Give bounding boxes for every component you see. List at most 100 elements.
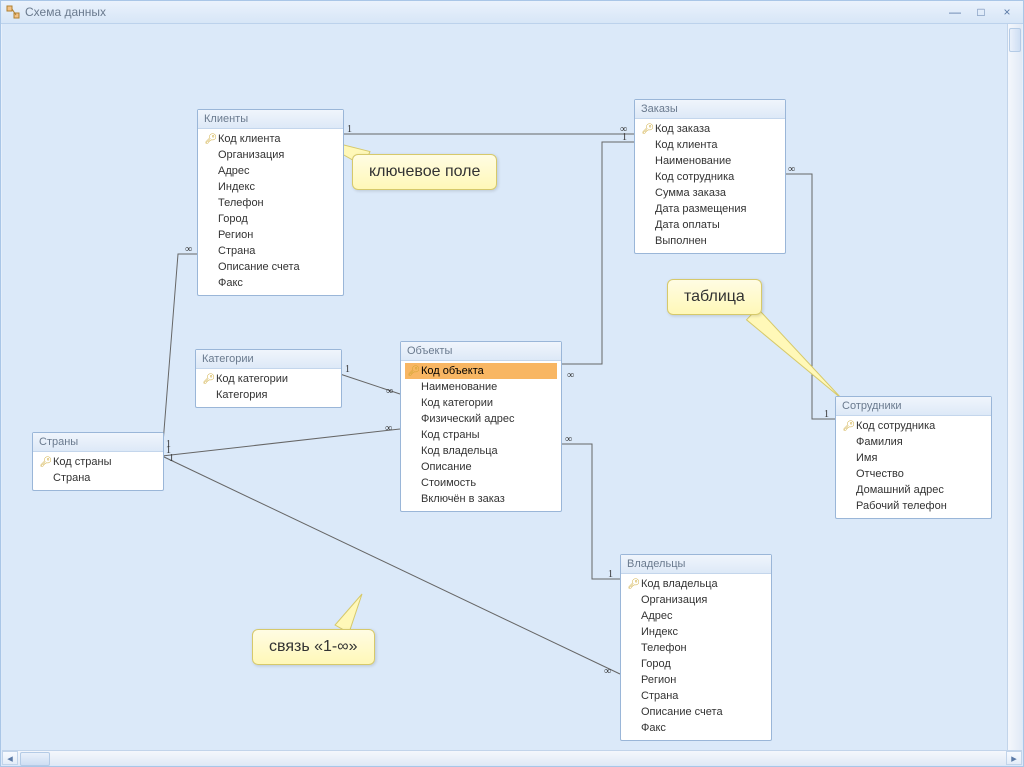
field-name: Описание [421, 461, 472, 473]
entity-field[interactable]: Отчество [840, 466, 987, 482]
field-name: Город [218, 213, 248, 225]
relationships-icon [5, 4, 21, 20]
entity-header[interactable]: Владельцы [621, 555, 771, 574]
entity-field[interactable]: Код категории [405, 395, 557, 411]
entity-objects[interactable]: Объекты 🔑︎Код объекта Наименование Код кате… [400, 341, 562, 512]
vertical-scrollbar[interactable] [1007, 24, 1022, 751]
entity-employees[interactable]: Сотрудники 🔑︎Код сотрудникаФамилия Имя Отче… [835, 396, 992, 519]
svg-text:1: 1 [169, 453, 174, 464]
entity-field-list: 🔑︎Код владельцаОрганизацияАдресИндексТел… [621, 574, 771, 740]
field-name: Сумма заказа [655, 187, 726, 199]
entity-field[interactable]: Дата оплаты [639, 217, 781, 233]
entity-field[interactable]: Выполнен [639, 233, 781, 249]
entity-categories[interactable]: Категории 🔑︎Код категорииКатегория [195, 349, 342, 408]
entity-field[interactable]: Код страны [405, 427, 557, 443]
entity-header[interactable]: Страны [33, 433, 163, 452]
entity-field[interactable]: Имя [840, 450, 987, 466]
horizontal-scrollbar[interactable]: ◂ ▸ [2, 750, 1022, 765]
entity-field[interactable]: Наименование [405, 379, 557, 395]
field-name: Адрес [218, 165, 250, 177]
entity-field[interactable]: Организация [202, 147, 339, 163]
hscroll-left-arrow[interactable]: ◂ [2, 751, 18, 765]
entity-field[interactable]: 🔑︎Код клиента [202, 131, 339, 147]
field-name: Страна [53, 472, 90, 484]
entity-field[interactable]: Страна [202, 243, 339, 259]
entity-field[interactable]: Страна [37, 470, 159, 486]
field-name: Код клиента [218, 133, 280, 145]
primary-key-icon: 🔑︎ [202, 374, 216, 385]
entity-header[interactable]: Категории [196, 350, 341, 369]
entity-header[interactable]: Объекты [401, 342, 561, 361]
entity-field[interactable]: Индекс [202, 179, 339, 195]
svg-text:∞: ∞ [620, 124, 627, 135]
entity-countries[interactable]: Страны 🔑︎Код страны Страна [32, 432, 164, 491]
entity-clients[interactable]: Клиенты🔑︎Код клиентаОрганизацияАдресИнде… [197, 109, 344, 296]
entity-field[interactable]: Физический адрес [405, 411, 557, 427]
minimize-button[interactable]: — [943, 4, 967, 20]
primary-key-icon: 🔑︎ [204, 134, 218, 145]
entity-field[interactable]: 🔑︎Код заказа [639, 121, 781, 137]
hscroll-right-arrow[interactable]: ▸ [1006, 751, 1022, 765]
entity-field[interactable]: Наименование [639, 153, 781, 169]
entity-field[interactable]: Дата размещения [639, 201, 781, 217]
entity-field[interactable]: Факс [202, 275, 339, 291]
entity-field[interactable]: Телефон [202, 195, 339, 211]
entity-field[interactable]: Описание счета [625, 704, 767, 720]
entity-field[interactable]: Код владельца [405, 443, 557, 459]
entity-header[interactable]: Сотрудники [836, 397, 991, 416]
entity-field[interactable]: Стоимость [405, 475, 557, 491]
entity-field[interactable]: Факс [625, 720, 767, 736]
entity-header[interactable]: Клиенты [198, 110, 343, 129]
entity-field[interactable]: 🔑︎Код сотрудника [840, 418, 987, 434]
field-name: Дата размещения [655, 203, 746, 215]
entity-field[interactable]: Страна [625, 688, 767, 704]
entity-orders[interactable]: Заказы🔑︎Код заказаКод клиентаНаименовани… [634, 99, 786, 254]
maximize-button[interactable]: □ [969, 4, 993, 20]
field-name: Телефон [218, 197, 264, 209]
field-name: Отчество [856, 468, 904, 480]
entity-field[interactable]: Организация [625, 592, 767, 608]
entity-field[interactable]: 🔑︎Код владельца [625, 576, 767, 592]
entity-field[interactable]: Адрес [202, 163, 339, 179]
entity-field[interactable]: Категория [200, 387, 337, 403]
svg-text:1: 1 [824, 409, 829, 420]
entity-field[interactable]: Регион [625, 672, 767, 688]
entity-field-list: 🔑︎Код сотрудникаФамилия Имя Отчество Домашн… [836, 416, 991, 518]
titlebar[interactable]: Схема данных — □ × [1, 1, 1023, 24]
entity-field[interactable]: Город [202, 211, 339, 227]
diagram-canvas[interactable]: 1∞1∞∞11∞1∞1∞1∞∞1 Клиенты🔑︎Код клиентаОрг… [2, 24, 1022, 751]
entity-field[interactable]: Код сотрудника [639, 169, 781, 185]
entity-field[interactable]: Домашний адрес [840, 482, 987, 498]
close-button[interactable]: × [995, 4, 1019, 20]
entity-field[interactable]: Код клиента [639, 137, 781, 153]
field-name: Наименование [421, 381, 497, 393]
field-name: Индекс [218, 181, 255, 193]
entity-field[interactable]: 🔑︎Код объекта [405, 363, 557, 379]
entity-field[interactable]: Описание счета [202, 259, 339, 275]
entity-field[interactable]: Телефон [625, 640, 767, 656]
entity-field[interactable]: Адрес [625, 608, 767, 624]
entity-field[interactable]: Фамилия [840, 434, 987, 450]
primary-key-icon: 🔑︎ [641, 124, 655, 135]
entity-field[interactable]: Город [625, 656, 767, 672]
svg-text:∞: ∞ [386, 386, 393, 397]
entity-field[interactable]: Регион [202, 227, 339, 243]
svg-text:1: 1 [345, 364, 350, 375]
entity-field[interactable]: 🔑︎Код категории [200, 371, 337, 387]
entity-header[interactable]: Заказы [635, 100, 785, 119]
callout-keyfield: ключевое поле [352, 154, 497, 190]
entity-field[interactable]: Рабочий телефон [840, 498, 987, 514]
field-name: Код заказа [655, 123, 710, 135]
entity-field[interactable]: Индекс [625, 624, 767, 640]
field-name: Код категории [421, 397, 493, 409]
entity-field[interactable]: Описание [405, 459, 557, 475]
entity-field[interactable]: Включён в заказ [405, 491, 557, 507]
entity-field[interactable]: 🔑︎Код страны [37, 454, 159, 470]
field-name: Имя [856, 452, 877, 464]
entity-field[interactable]: Сумма заказа [639, 185, 781, 201]
vscroll-thumb[interactable] [1009, 28, 1021, 52]
field-name: Выполнен [655, 235, 707, 247]
entity-owners[interactable]: Владельцы🔑︎Код владельцаОрганизацияАдрес… [620, 554, 772, 741]
hscroll-thumb[interactable] [20, 752, 50, 766]
field-name: Регион [641, 674, 676, 686]
